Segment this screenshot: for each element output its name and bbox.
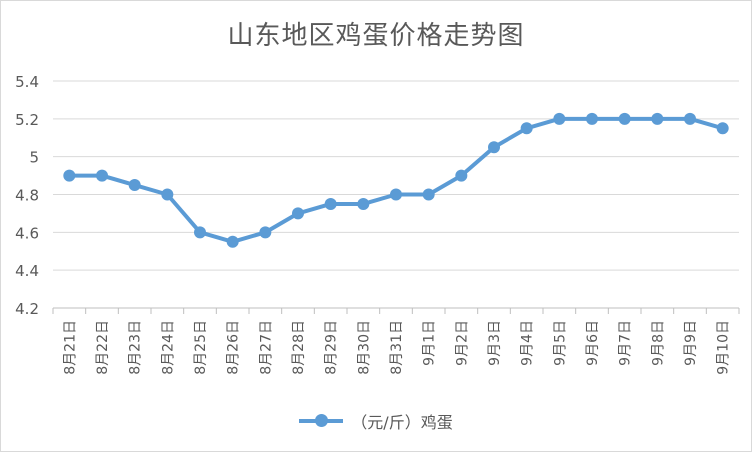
series-group [63,112,729,248]
data-point [292,207,304,220]
y-tick-label: 5 [29,149,39,167]
data-point [716,122,729,135]
data-point [455,169,468,182]
x-axis-tick-labels: 8月21日 8月22日 8月23日 8月24日 8月25日 8月26日 8月27日 8月28日… [62,320,731,375]
x-tick-label: 8月26日 [226,320,242,375]
legend-marker-dot [315,414,329,427]
x-tick-label: 9月7日 [618,320,634,366]
y-tick-label: 5.2 [15,111,39,129]
data-point [684,112,696,125]
data-point [422,188,435,201]
data-point [63,169,76,182]
y-tick-label: 5.4 [15,73,39,91]
data-point [651,112,664,125]
x-tick-label: 9月2日 [454,320,470,366]
y-tick-label: 4.2 [15,300,39,318]
legend-marker [299,414,344,427]
y-tick-label: 4.4 [15,262,39,280]
gridlines [53,80,739,271]
x-tick-label: 9月5日 [552,320,568,366]
series-line [67,116,725,244]
x-tick-label: 8月31日 [389,320,405,375]
y-axis-tick-labels: 4.2 4.4 4.6 4.8 5 5.2 5.4 [15,73,39,318]
x-tick-label: 9月1日 [422,320,438,366]
chart-title: 山东地区鸡蛋价格走势图 [227,21,525,51]
x-axis [52,307,740,314]
data-point [128,179,141,192]
x-tick-label: 9月10日 [716,320,732,375]
x-tick-label: 9月8日 [650,320,666,366]
x-tick-label: 9月6日 [585,320,601,366]
y-tick-label: 4.8 [15,187,39,205]
y-tick-label: 4.6 [15,224,39,242]
x-tick-label: 9月9日 [683,320,699,366]
data-point [390,188,402,201]
x-tick-label: 8月25日 [193,320,209,375]
data-point [194,226,206,239]
data-point [96,169,108,182]
legend: （元/斤）鸡蛋 [1,407,751,435]
legend-label: （元/斤）鸡蛋 [351,413,453,432]
data-point [586,112,598,125]
data-point [226,235,239,248]
x-tick-label: 8月22日 [95,320,111,375]
x-tick-label: 8月24日 [160,320,176,375]
x-tick-label: 8月28日 [291,320,307,375]
data-point [357,197,370,210]
data-point [520,122,533,135]
x-tick-label: 9月3日 [487,320,503,366]
x-tick-label: 8月30日 [356,320,372,375]
data-point [259,226,272,239]
data-point [161,188,174,201]
data-point [618,112,631,125]
x-tick-label: 8月21日 [62,320,78,375]
x-tick-label: 8月27日 [258,320,274,375]
data-point [324,197,337,210]
data-point [488,141,500,154]
data-point [553,112,566,125]
x-tick-label: 9月4日 [520,320,536,366]
x-tick-label: 8月23日 [128,320,144,375]
x-tick-label: 8月29日 [324,320,340,375]
